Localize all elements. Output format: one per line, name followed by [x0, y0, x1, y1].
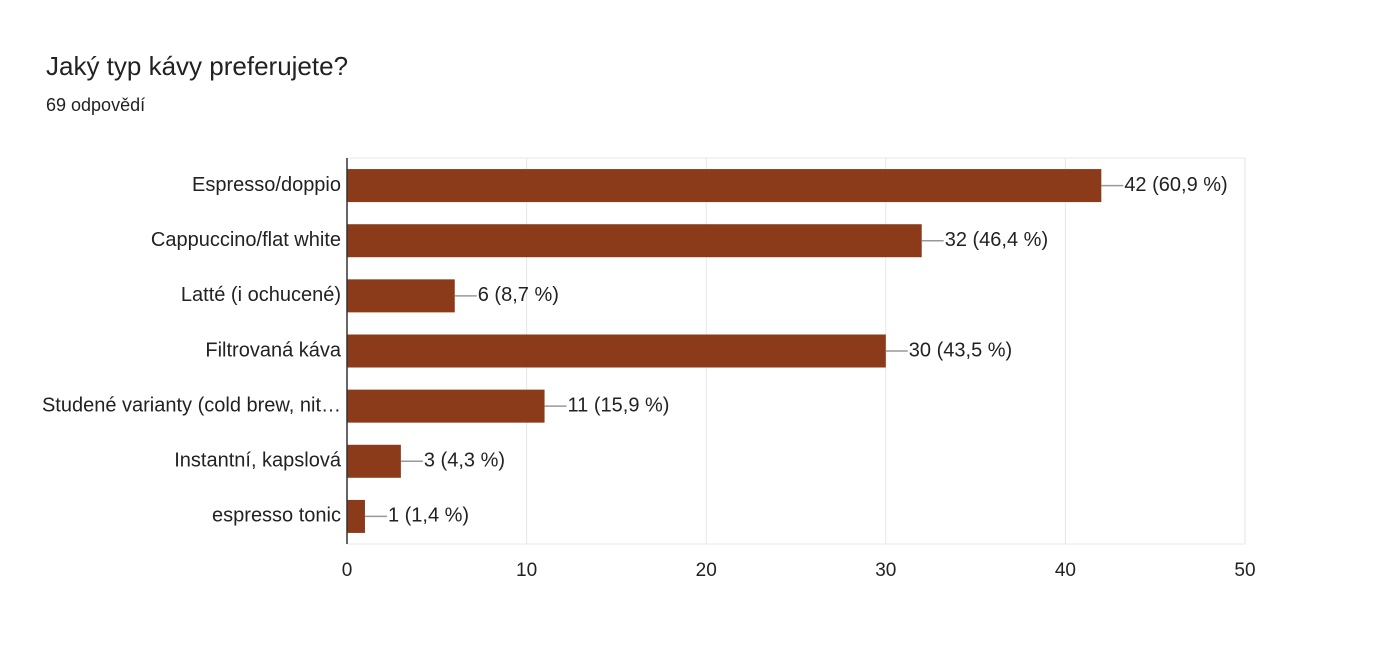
x-tick-label: 20	[696, 560, 717, 581]
value-label: 3 (4,3 %)	[424, 450, 505, 472]
y-tick-label: Latté (i ochucené)	[181, 284, 341, 306]
chart-title: Jaký typ kávy preferujete?	[46, 51, 348, 81]
y-tick-label: Cappuccino/flat white	[151, 229, 341, 251]
y-tick-label: Instantní, kapslová	[174, 450, 342, 472]
value-label: 11 (15,9 %)	[568, 394, 670, 416]
value-label: 1 (1,4 %)	[388, 505, 469, 527]
x-tick-label: 50	[1234, 560, 1255, 581]
bar	[347, 279, 455, 313]
x-tick-label: 40	[1055, 560, 1076, 581]
x-tick-label: 10	[516, 560, 537, 581]
value-label: 30 (43,5 %)	[909, 339, 1012, 361]
bar	[347, 444, 401, 478]
value-label: 6 (8,7 %)	[478, 284, 559, 306]
bar	[347, 499, 365, 533]
y-tick-label: Filtrovaná káva	[205, 339, 341, 361]
x-tick-label: 30	[875, 560, 896, 581]
y-tick-label: espresso tonic	[212, 505, 341, 527]
y-tick-label: Studené varianty (cold brew, nit…	[42, 394, 341, 416]
bar	[347, 334, 886, 368]
value-label: 32 (46,4 %)	[945, 229, 1048, 251]
bar	[347, 169, 1102, 203]
y-tick-label: Espresso/doppio	[192, 174, 341, 196]
value-label: 42 (60,9 %)	[1124, 174, 1227, 196]
bar	[347, 224, 922, 258]
bar	[347, 389, 545, 423]
x-tick-label: 0	[342, 560, 353, 581]
chart-subtitle: 69 odpovědí	[46, 95, 145, 115]
